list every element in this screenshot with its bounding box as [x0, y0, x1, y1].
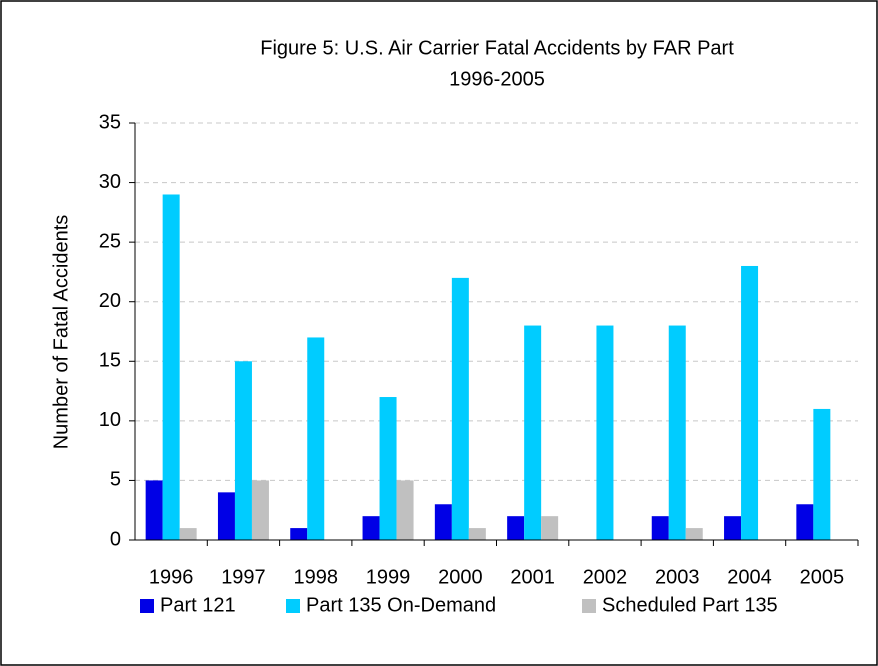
- bar: [251, 480, 269, 540]
- bar: [541, 516, 559, 540]
- bar: [596, 325, 614, 540]
- legend-label: Part 135 On-Demand: [306, 594, 496, 616]
- x-tick-label: 1999: [366, 566, 411, 588]
- bar: [741, 265, 759, 540]
- bar: [434, 504, 452, 540]
- bar: [362, 516, 380, 540]
- y-tick-label: 20: [99, 290, 121, 312]
- legend-swatch: [140, 599, 154, 613]
- bar: [290, 528, 308, 540]
- y-tick-label: 25: [99, 230, 121, 252]
- bar: [524, 325, 542, 540]
- legend-swatch: [582, 599, 596, 613]
- legend-label: Part 121: [160, 594, 236, 616]
- chart-subtitle: 1996-2005: [449, 68, 545, 90]
- legend-label: Scheduled Part 135: [602, 594, 778, 616]
- bar: [651, 516, 669, 540]
- bar: [813, 408, 831, 540]
- bar: [724, 516, 742, 540]
- bar: [179, 528, 197, 540]
- bar: [685, 528, 703, 540]
- x-tick-label: 1996: [149, 566, 194, 588]
- x-tick-label: 2002: [583, 566, 628, 588]
- bar: [217, 492, 235, 540]
- x-tick-label: 2001: [510, 566, 555, 588]
- x-tick-label: 2000: [438, 566, 483, 588]
- y-tick-label: 5: [110, 469, 121, 491]
- bar: [162, 194, 180, 540]
- bar: [451, 277, 469, 540]
- bar: [796, 504, 814, 540]
- bar: [468, 528, 486, 540]
- bar: [396, 480, 414, 540]
- y-axis-label: Number of Fatal Accidents: [50, 215, 72, 450]
- y-tick-label: 30: [99, 171, 121, 193]
- chart-title: Figure 5: U.S. Air Carrier Fatal Acciden…: [260, 37, 734, 59]
- x-tick-label: 2004: [727, 566, 772, 588]
- bar: [145, 480, 163, 540]
- legend-swatch: [286, 599, 300, 613]
- x-tick-label: 1998: [294, 566, 339, 588]
- bar: [668, 325, 686, 540]
- bar: [507, 516, 525, 540]
- bar: [234, 361, 252, 540]
- y-tick-label: 15: [99, 350, 121, 372]
- x-tick-label: 2005: [800, 566, 845, 588]
- x-tick-label: 1997: [221, 566, 266, 588]
- y-tick-label: 0: [110, 528, 121, 550]
- bar: [307, 337, 325, 540]
- bar: [379, 397, 397, 540]
- y-tick-label: 35: [99, 111, 121, 133]
- x-tick-label: 2003: [655, 566, 700, 588]
- y-tick-label: 10: [99, 409, 121, 431]
